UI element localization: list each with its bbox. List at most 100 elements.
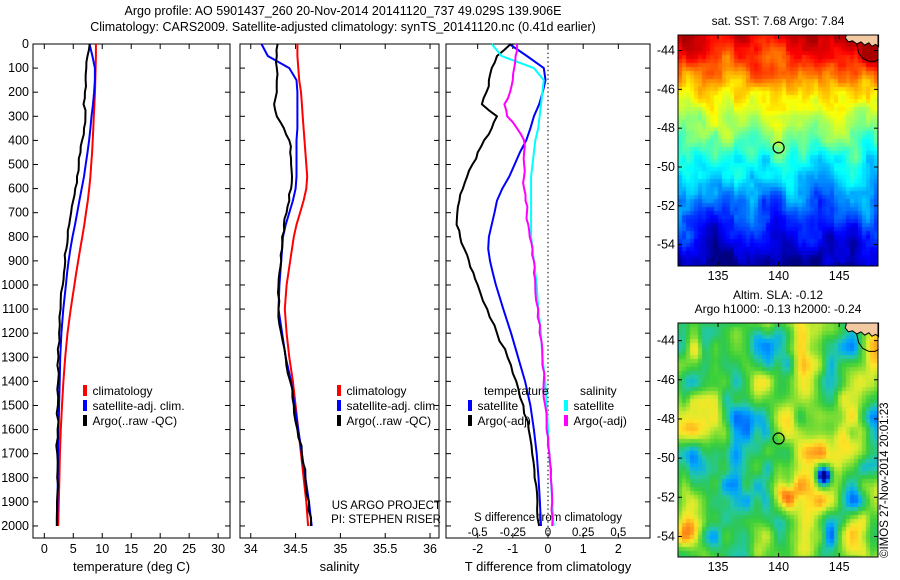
lon-tick-label: 145 [829,560,850,574]
legend-header-temperature: temperature [484,384,549,398]
depth-tick-label: 900 [8,254,29,268]
lat-tick-label: -46 [657,373,675,387]
float-position-marker [772,432,785,445]
legend-item-argo: Argo(..raw -QC) [83,414,185,429]
sla-map-title: Altim. SLA: -0.12 Argo h1000: -0.13 h200… [660,288,896,316]
x-tick-label: 10 [95,542,109,556]
series-temperature-satellite [487,43,547,527]
figure-title-line1: Argo profile: AO 5901437_260 20-Nov-2014… [124,4,562,18]
depth-tick-label: 700 [8,206,29,220]
x-tick-label: 35.5 [373,542,397,556]
x-tick-label: 35 [333,542,347,556]
x-tick-label: 0 [545,542,552,556]
depth-tick-label: 1200 [1,326,29,340]
s-diff-tick-label: 0.25 [572,527,594,539]
s-diff-tick-label: 0 [545,527,551,539]
depth-tick-label: 300 [8,109,29,123]
s-satellite-line-swatch [564,400,568,411]
sst-map-canvas [678,35,878,266]
project-annotation: US ARGO PROJECT PI: STEPHEN RISER [241,500,441,527]
imos-credit: ©IMOS 27-Nov-2014 20:01:23 [879,402,891,558]
legend-label: Argo(-adj) [573,414,627,428]
sst-map-title: sat. SST: 7.68 Argo: 7.84 [711,14,845,28]
s-diff-tick-label: -0.25 [500,527,526,539]
series-climatology [57,44,97,527]
legend-header-salinity: salinity [580,384,617,398]
depth-tick-label: 1500 [1,398,29,412]
depth-tick-label: 1700 [1,447,29,461]
lon-tick-label: 135 [708,560,729,574]
sla-map-title-line1: Altim. SLA: -0.12 [732,288,824,302]
s-diff-tick-label: -0.5 [468,527,488,539]
legend-item-s-satellite: satellite [564,399,627,414]
depth-tick-label: 500 [8,157,29,171]
legend-label: satellite-adj. clim. [92,399,185,413]
sla-map-canvas [678,323,878,557]
legend-item-climatology: climatology [83,384,185,399]
map-frame [677,34,879,267]
sla-map-title-line2: Argo h1000: -0.13 h2000: -0.24 [694,302,862,316]
s-argo-line-swatch [564,415,568,426]
lat-tick-label: -52 [657,490,675,504]
legend-temperature-panel: climatology satellite-adj. clim. Argo(..… [83,384,185,429]
axes-frame [239,43,440,539]
coastline [856,44,879,62]
x-tick-label: 2 [615,542,622,556]
legend-label: Argo(-adj) [477,414,531,428]
x-tick-label: 30 [211,542,225,556]
legend-label: climatology [92,384,153,398]
x-tick-label: 34.5 [283,542,307,556]
depth-tick-label: 1400 [1,374,29,388]
legend-label: satellite [477,399,519,413]
x-axis-label: T difference from climatology [465,559,632,574]
legend-item-satellite-adj: satellite-adj. clim. [83,399,185,414]
series-salinity-argo-adj- [503,43,554,527]
map-sla-map: 135 140 145 -44 -46 -48 -50 -52 -54 [657,322,880,574]
series-argo-raw-qc- [273,43,313,527]
depth-tick-label: 2000 [1,519,29,533]
legend-label: Argo(..raw -QC) [346,414,432,428]
lat-tick-label: -50 [657,451,675,465]
lat-tick-label: -54 [657,529,675,543]
x-axis-label: temperature (deg C) [73,559,190,574]
x-tick-label: -2 [472,542,483,556]
depth-tick-label: 1600 [1,423,29,437]
depth-tick-label: 1000 [1,278,29,292]
satellite-adj-line-swatch [83,400,87,411]
depth-tick-label: 1800 [1,471,29,485]
float-position-marker [772,141,785,154]
x-tick-label: 15 [124,542,138,556]
tasmania-landmass [844,322,880,338]
panel-difference-profile: -2 -1 0 1 2 T difference from climatology S di… [445,43,651,574]
x-tick-label: -1 [507,542,518,556]
t-satellite-line-swatch [468,400,472,411]
lat-tick-label: -50 [657,160,675,174]
legend-label: satellite-adj. clim. [346,399,439,413]
figure-title: Argo profile: AO 5901437_260 20-Nov-2014… [33,3,653,35]
legend-salinity-panel: climatology satellite-adj. clim. Argo(..… [337,384,439,429]
x-axis-label: salinity [320,559,360,574]
legend-item-s-argo: Argo(-adj) [564,414,627,429]
x-tick-label: 36 [423,542,437,556]
coastline [856,334,879,352]
panel-temperature-profile: 0 5 10 15 20 25 300100200300400500600700800900… [1,37,231,574]
x-tick-label: 5 [70,542,77,556]
s-diff-axis-label: S difference from climatology [474,512,622,524]
x-tick-label: 0 [41,542,48,556]
lon-tick-label: 140 [768,560,789,574]
x-tick-label: 1 [580,542,587,556]
legend-item-satellite-adj: satellite-adj. clim. [337,399,439,414]
panel-salinity-profile: 34 34.5 35 35.5 36 salinity [239,43,440,574]
lon-tick-label: 135 [708,269,729,283]
s-diff-tick-label: 0.5 [610,527,626,539]
depth-tick-label: 100 [8,61,29,75]
legend-diff-temperature: temperature satellite Argo(-adj) [468,384,549,429]
climatology-line-swatch [337,385,341,396]
series-argo-raw-qc- [55,43,91,526]
depth-tick-label: 1300 [1,350,29,364]
depth-tick-label: 1900 [1,495,29,509]
legend-label: climatology [346,384,407,398]
x-tick-label: 25 [182,542,196,556]
